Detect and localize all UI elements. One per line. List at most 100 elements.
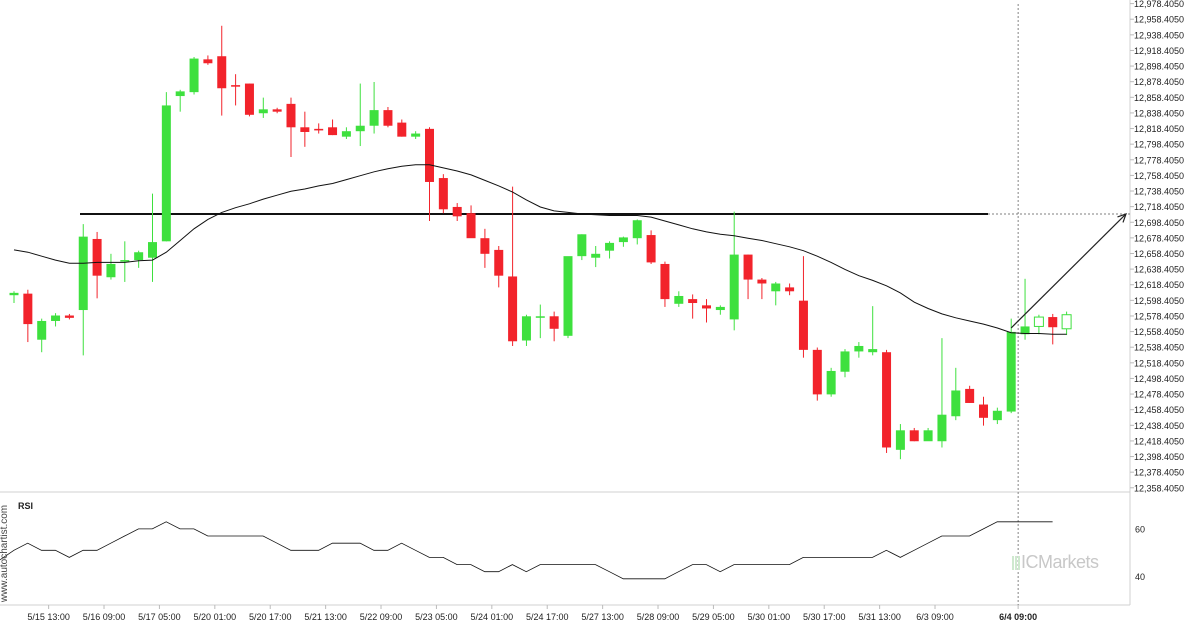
candlestick xyxy=(23,293,33,325)
candlestick xyxy=(466,213,476,239)
candlestick xyxy=(591,253,601,258)
candlestick xyxy=(1020,326,1030,335)
price-tick-label: 12,498.4050 xyxy=(1134,374,1184,384)
candlestick xyxy=(618,237,628,243)
candlestick xyxy=(425,128,434,182)
candlestick xyxy=(674,295,684,304)
candlestick xyxy=(660,263,670,300)
candlestick xyxy=(494,249,504,276)
candlestick xyxy=(757,279,767,284)
candlestick xyxy=(161,105,171,242)
candlestick xyxy=(923,430,933,442)
time-tick-label: 5/31 13:00 xyxy=(858,612,901,622)
candlestick xyxy=(702,305,711,309)
price-tick-label: 12,838.4050 xyxy=(1134,108,1184,118)
rsi-tick-label: 60 xyxy=(1135,524,1145,534)
candlestick xyxy=(688,299,698,304)
candlestick xyxy=(64,315,74,318)
candlestick xyxy=(632,220,642,239)
price-tick-label: 12,438.4050 xyxy=(1134,421,1184,431)
candlestick xyxy=(9,292,19,296)
price-tick-label: 12,698.4050 xyxy=(1134,218,1184,228)
ic-markets-logo: ICMarkets xyxy=(1012,552,1099,573)
candlestick xyxy=(175,91,185,97)
price-tick-label: 12,598.4050 xyxy=(1134,296,1184,306)
candlestick xyxy=(92,238,102,276)
candlestick xyxy=(785,287,795,292)
price-tick-label: 12,558.4050 xyxy=(1134,327,1184,337)
candlestick xyxy=(854,345,864,352)
candlestick xyxy=(840,351,850,372)
candlestick xyxy=(798,300,808,350)
time-tick-label: 5/17 05:00 xyxy=(138,612,181,622)
candlestick xyxy=(397,122,407,137)
time-tick-label: 5/23 05:00 xyxy=(415,612,458,622)
candlestick xyxy=(549,316,559,329)
candlestick xyxy=(51,315,61,321)
candlestick xyxy=(272,109,282,112)
candlestick xyxy=(341,131,351,137)
candlestick xyxy=(258,109,268,114)
time-tick-label: 5/30 17:00 xyxy=(803,612,846,622)
candlestick xyxy=(535,316,545,318)
candlestick xyxy=(521,316,531,341)
candlestick xyxy=(106,263,116,278)
price-tick-label: 12,818.4050 xyxy=(1134,124,1184,134)
time-tick-label: 5/29 05:00 xyxy=(692,612,735,622)
price-tick-label: 12,418.4050 xyxy=(1134,436,1184,446)
candlestick xyxy=(300,127,310,132)
time-tick-label: 5/27 13:00 xyxy=(581,612,624,622)
price-tick-label: 12,458.4050 xyxy=(1134,405,1184,415)
candlestick xyxy=(328,127,338,136)
price-tick-label: 12,678.4050 xyxy=(1134,233,1184,243)
candlestick xyxy=(355,125,365,132)
rsi-line xyxy=(0,521,1053,580)
candlestick xyxy=(134,252,144,261)
candlestick xyxy=(452,206,462,217)
candlestick xyxy=(120,260,130,262)
candlestick xyxy=(231,85,241,87)
price-tick-label: 12,898.4050 xyxy=(1134,62,1184,72)
time-tick-label: 5/28 09:00 xyxy=(637,612,680,622)
candlestick xyxy=(882,352,892,448)
forecast-arrow-icon xyxy=(1117,213,1127,223)
candlestick xyxy=(1033,316,1044,327)
candlestick xyxy=(438,178,448,210)
candlestick xyxy=(868,349,878,353)
candlestick xyxy=(895,430,905,450)
price-tick-label: 12,798.4050 xyxy=(1134,140,1184,150)
candlestick xyxy=(771,283,781,292)
time-tick-label: 5/15 13:00 xyxy=(27,612,70,622)
candlestick xyxy=(563,256,573,336)
candlestick xyxy=(979,404,988,418)
candlestick xyxy=(480,238,490,254)
time-tick-label: 5/20 01:00 xyxy=(194,612,237,622)
candlestick xyxy=(286,103,296,128)
rsi-tick-label: 40 xyxy=(1135,572,1145,582)
price-tick-label: 12,398.4050 xyxy=(1134,452,1184,462)
candlestick xyxy=(1061,314,1072,330)
rsi-label: RSI xyxy=(18,501,33,511)
time-tick-label: 5/24 17:00 xyxy=(526,612,569,622)
time-tick-label: 5/20 17:00 xyxy=(249,612,292,622)
time-tick-label: 5/24 01:00 xyxy=(471,612,514,622)
time-tick-label: 6/4 09:00 xyxy=(999,612,1037,622)
candlestick xyxy=(1048,317,1058,328)
price-tick-label: 12,758.4050 xyxy=(1134,171,1184,181)
price-tick-label: 12,638.4050 xyxy=(1134,265,1184,275)
candlestick xyxy=(189,58,199,93)
moving-average-line xyxy=(13,164,1067,335)
candlestick xyxy=(1006,331,1016,412)
price-tick-label: 12,718.4050 xyxy=(1134,202,1184,212)
time-tick-label: 6/3 09:00 xyxy=(916,612,954,622)
price-tick-label: 12,578.4050 xyxy=(1134,311,1184,321)
price-tick-label: 12,938.4050 xyxy=(1134,30,1184,40)
candlestick xyxy=(411,133,421,137)
candlestick xyxy=(605,242,615,251)
price-tick-label: 12,658.4050 xyxy=(1134,249,1184,259)
time-tick-label: 5/22 09:00 xyxy=(360,612,403,622)
candlestick xyxy=(148,242,157,258)
candlestick xyxy=(78,236,88,311)
candlestick xyxy=(965,388,975,403)
